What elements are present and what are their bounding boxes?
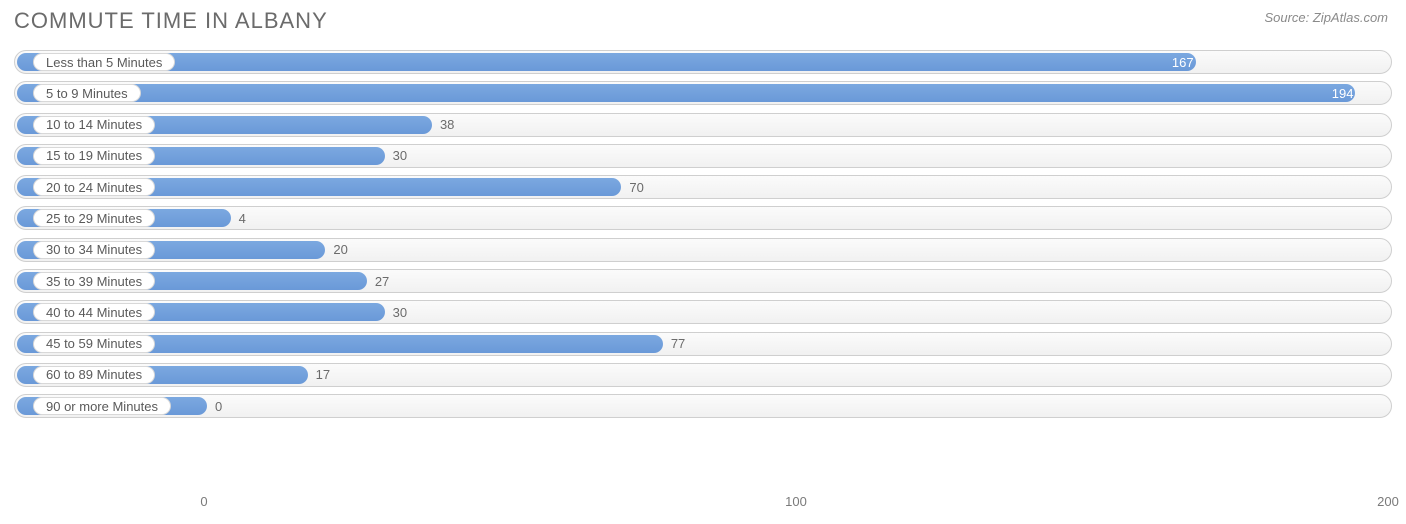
bar-row: Less than 5 Minutes167 — [14, 50, 1392, 74]
header: COMMUTE TIME IN ALBANY Source: ZipAtlas.… — [0, 0, 1406, 34]
bar-row: 45 to 59 Minutes 77 — [14, 332, 1392, 356]
category-label: 20 to 24 Minutes — [33, 178, 155, 196]
category-label: 30 to 34 Minutes — [33, 241, 155, 259]
bar-row: 30 to 34 Minutes 20 — [14, 238, 1392, 262]
bar-row: 60 to 89 Minutes 17 — [14, 363, 1392, 387]
category-label: 15 to 19 Minutes — [33, 147, 155, 165]
category-label: 35 to 39 Minutes — [33, 272, 155, 290]
x-tick: 200 — [1377, 494, 1399, 509]
category-label: 25 to 29 Minutes — [33, 209, 155, 227]
bar-row: 35 to 39 Minutes 27 — [14, 269, 1392, 293]
bar-row: 15 to 19 Minutes 30 — [14, 144, 1392, 168]
value-label: 0 — [215, 395, 222, 417]
category-label: 10 to 14 Minutes — [33, 116, 155, 134]
value-label: 167 — [15, 51, 1194, 73]
bar-row: 40 to 44 Minutes 30 — [14, 300, 1392, 324]
value-label: 27 — [375, 270, 389, 292]
value-label: 70 — [629, 176, 643, 198]
source-attribution: Source: ZipAtlas.com — [1264, 10, 1388, 25]
bar-row: 10 to 14 Minutes 38 — [14, 113, 1392, 137]
value-label: 20 — [333, 239, 347, 261]
value-label: 30 — [393, 301, 407, 323]
category-label: 45 to 59 Minutes — [33, 335, 155, 353]
value-label: 17 — [316, 364, 330, 386]
x-tick: 100 — [785, 494, 807, 509]
bar-row: 5 to 9 Minutes194 — [14, 81, 1392, 105]
bar-row: 25 to 29 Minutes 4 — [14, 206, 1392, 230]
value-label: 194 — [15, 82, 1353, 104]
value-label: 38 — [440, 114, 454, 136]
chart-area: Less than 5 Minutes1675 to 9 Minutes1941… — [14, 50, 1392, 490]
value-label: 4 — [239, 207, 246, 229]
chart-title: COMMUTE TIME IN ALBANY — [14, 8, 328, 34]
category-label: 60 to 89 Minutes — [33, 366, 155, 384]
bar-row: 90 or more Minutes 0 — [14, 394, 1392, 418]
category-label: 90 or more Minutes — [33, 397, 171, 415]
x-tick: 0 — [200, 494, 207, 509]
category-label: 40 to 44 Minutes — [33, 303, 155, 321]
value-label: 30 — [393, 145, 407, 167]
x-axis: 0100200 — [14, 494, 1392, 512]
value-label: 77 — [671, 333, 685, 355]
bar-row: 20 to 24 Minutes 70 — [14, 175, 1392, 199]
